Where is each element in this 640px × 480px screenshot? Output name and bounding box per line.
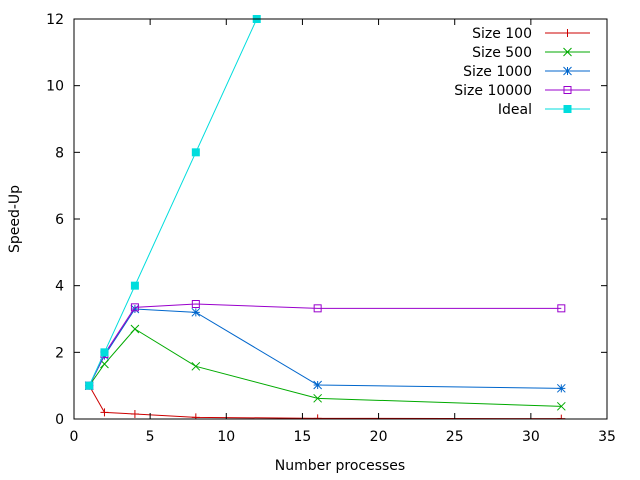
data-point bbox=[313, 380, 323, 390]
data-point bbox=[191, 300, 200, 308]
data-point bbox=[563, 66, 572, 76]
legend-item: Size 500 bbox=[472, 45, 590, 61]
x-tick-label: 0 bbox=[70, 429, 79, 445]
data-point bbox=[191, 413, 200, 419]
x-tick-label: 5 bbox=[146, 429, 155, 445]
data-point bbox=[100, 408, 109, 417]
axes-layer: 0 5 10 15 20 25 30 35 0 2 4 6 8 10 12 bbox=[46, 12, 616, 445]
x-tick-label: 35 bbox=[598, 429, 616, 445]
x-tick-label: 15 bbox=[294, 429, 312, 445]
x-tick-label: 25 bbox=[446, 429, 464, 445]
series-line bbox=[88, 303, 562, 386]
series-ideal bbox=[85, 15, 261, 390]
data-point bbox=[563, 47, 572, 57]
series-line bbox=[88, 308, 562, 389]
y-tick-label: 0 bbox=[55, 412, 64, 428]
y-tick-label: 10 bbox=[46, 79, 64, 95]
data-point bbox=[130, 410, 139, 418]
data-point bbox=[313, 304, 322, 313]
data-point bbox=[85, 381, 94, 390]
y-tick-label: 2 bbox=[55, 345, 64, 361]
data-point bbox=[563, 86, 572, 94]
data-point bbox=[191, 361, 201, 371]
data-point bbox=[563, 105, 572, 113]
legend-label: Ideal bbox=[498, 102, 532, 118]
y-tick-label: 4 bbox=[55, 279, 64, 295]
series-layer bbox=[84, 15, 566, 419]
y-tick-label: 12 bbox=[46, 12, 64, 28]
data-point bbox=[313, 414, 322, 419]
data-point bbox=[191, 307, 201, 317]
data-point bbox=[556, 401, 566, 411]
data-point bbox=[100, 348, 109, 357]
series-line bbox=[88, 385, 562, 419]
data-point bbox=[130, 304, 140, 314]
data-point bbox=[130, 324, 140, 334]
y-tick-label: 6 bbox=[55, 212, 64, 228]
data-point bbox=[563, 29, 572, 37]
legend-label: Size 500 bbox=[472, 45, 532, 61]
x-tick-label: 30 bbox=[522, 429, 540, 445]
data-point bbox=[191, 148, 200, 157]
legend-item: Size 1000 bbox=[463, 64, 590, 80]
x-tick-label: 10 bbox=[217, 429, 235, 445]
legend: Size 100 Size 500 Size 1000 Size 10000 Ideal bbox=[454, 26, 590, 118]
data-point bbox=[557, 304, 566, 313]
legend-label: Size 100 bbox=[472, 26, 532, 42]
legend-item: Ideal bbox=[498, 102, 590, 118]
x-axis-label: Number processes bbox=[275, 458, 405, 474]
legend-item: Size 100 bbox=[472, 26, 590, 42]
y-axis-label: Speed-Up bbox=[7, 185, 23, 253]
legend-label: Size 1000 bbox=[463, 64, 532, 80]
legend-label: Size 10000 bbox=[454, 83, 532, 99]
data-point bbox=[313, 393, 323, 403]
data-point bbox=[130, 281, 139, 290]
data-point bbox=[130, 303, 139, 312]
series-line bbox=[88, 328, 562, 407]
y-tick-label: 8 bbox=[55, 145, 64, 161]
data-point bbox=[556, 383, 566, 393]
x-tick-label: 20 bbox=[370, 429, 388, 445]
legend-item: Size 10000 bbox=[454, 83, 590, 99]
